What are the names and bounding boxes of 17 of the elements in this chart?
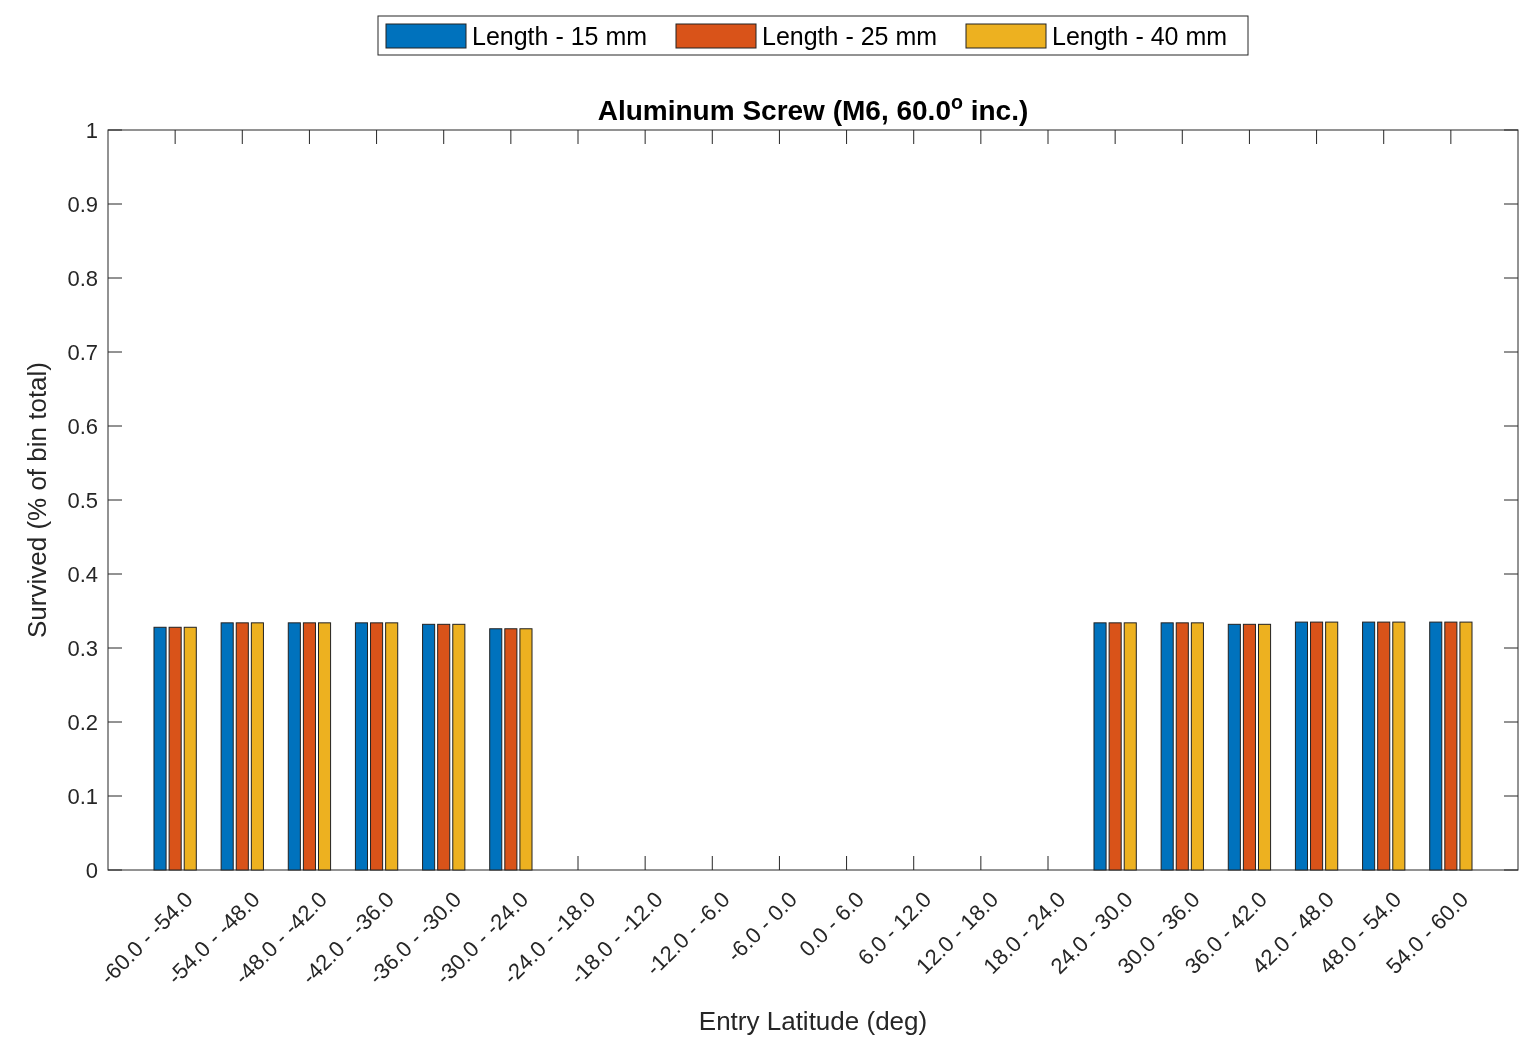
y-tick-label: 0.1: [67, 783, 98, 809]
y-tick-label: 0.3: [67, 635, 98, 661]
y-tick-label: 0.2: [67, 709, 98, 735]
y-tick-label: 0.4: [67, 561, 98, 587]
legend-label: Length - 15 mm: [472, 21, 648, 50]
y-tick-label: 0: [85, 857, 98, 883]
x-axis-title: Entry Latitude (deg): [698, 1006, 928, 1036]
y-tick-label: 0.6: [67, 413, 98, 439]
y-tick-label: 0.5: [67, 487, 98, 513]
legend-label: Length - 25 mm: [762, 21, 938, 50]
y-tick-label: 0.7: [67, 339, 98, 365]
y-tick-label: 0.8: [67, 265, 98, 291]
y-axis-title: Survived (% of bin total): [22, 361, 52, 639]
y-tick-label: 0.9: [67, 191, 98, 217]
legend-label: Length - 40 mm: [1052, 21, 1228, 50]
y-tick-label: 1: [85, 117, 98, 143]
chart-title: Aluminum Screw (M6, 60.0$^{o}$ inc.): [597, 91, 1029, 126]
